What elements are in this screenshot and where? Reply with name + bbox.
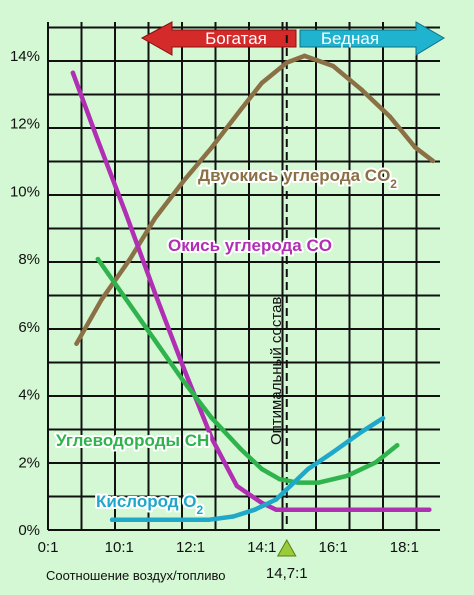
data-point bbox=[380, 416, 386, 421]
data-point bbox=[412, 145, 418, 150]
data-point bbox=[234, 483, 240, 489]
y-tick-label: 2% bbox=[18, 454, 40, 471]
data-point bbox=[316, 480, 322, 485]
data-point bbox=[238, 446, 243, 451]
x-tick-label: 14:1 bbox=[247, 539, 276, 556]
data-point bbox=[209, 436, 215, 441]
data-point bbox=[273, 507, 279, 512]
y-tick-label: 0% bbox=[18, 522, 40, 539]
data-point bbox=[152, 290, 158, 296]
data-point bbox=[181, 378, 186, 384]
data-point bbox=[74, 341, 79, 346]
grid bbox=[47, 22, 440, 531]
data-point bbox=[427, 507, 432, 512]
optimal-triangle bbox=[276, 538, 297, 557]
y-tick-label: 8% bbox=[18, 251, 40, 268]
series-labels: Двуокись углерода CO2 Окись углерода CO Уг… bbox=[54, 164, 399, 519]
y-tick-label: 10% bbox=[10, 183, 40, 200]
x-tick-label: 16:1 bbox=[318, 539, 347, 556]
data-point bbox=[284, 507, 289, 512]
data-point bbox=[181, 365, 186, 370]
data-point bbox=[330, 63, 336, 69]
y-tick-label: 14% bbox=[10, 48, 40, 65]
series-line-0 bbox=[74, 53, 436, 346]
x-tick-label: 12:1 bbox=[176, 539, 205, 556]
series-line-3 bbox=[109, 415, 386, 523]
data-point bbox=[359, 87, 364, 92]
data-point bbox=[209, 416, 215, 421]
data-point bbox=[231, 514, 236, 519]
series-label-3: Кислород O2 bbox=[96, 492, 204, 517]
data-point bbox=[70, 70, 76, 76]
optimal-line-label: Оптимальный состав bbox=[268, 297, 285, 445]
data-point bbox=[206, 517, 211, 523]
data-point bbox=[170, 517, 175, 523]
data-point bbox=[152, 338, 158, 343]
data-point bbox=[366, 507, 371, 512]
data-point bbox=[259, 80, 265, 86]
data-point bbox=[134, 517, 140, 523]
optimal-marker: 14,7:1 Оптимальный состав bbox=[266, 22, 308, 582]
data-point bbox=[152, 216, 158, 221]
data-point bbox=[209, 145, 215, 150]
axis-ticks: 0% 2% 4% 6% 8% 10% 12% 14% 0:1 10:1 12:1 14:1 16:1 18… bbox=[10, 48, 419, 556]
data-point bbox=[273, 497, 279, 502]
data-point bbox=[345, 473, 350, 479]
y-tick-label: 4% bbox=[18, 387, 40, 404]
x-axis-title: Соотношение воздух/топливо bbox=[46, 568, 226, 583]
data-point bbox=[330, 449, 336, 455]
lean-arrow bbox=[299, 21, 445, 56]
data-point bbox=[305, 507, 311, 512]
data-point bbox=[277, 477, 282, 482]
data-point bbox=[302, 53, 307, 59]
series-layer bbox=[70, 53, 436, 523]
data-point bbox=[127, 256, 133, 262]
x-tick-label: 0:1 bbox=[38, 539, 59, 556]
data-point bbox=[124, 297, 129, 302]
data-point bbox=[288, 483, 293, 489]
x-tick-label: 18:1 bbox=[390, 539, 419, 556]
data-point bbox=[402, 507, 407, 512]
data-point bbox=[95, 138, 101, 143]
data-point bbox=[99, 297, 104, 302]
y-tick-label: 6% bbox=[18, 319, 40, 336]
data-point bbox=[238, 107, 243, 113]
y-tick-label: 12% bbox=[10, 116, 40, 133]
data-point bbox=[387, 114, 393, 120]
data-point bbox=[259, 466, 265, 472]
series-label-1: Окись углерода CO bbox=[168, 236, 332, 255]
data-point bbox=[181, 178, 186, 184]
data-point bbox=[305, 466, 311, 472]
data-point bbox=[124, 212, 129, 218]
data-point bbox=[284, 60, 289, 65]
series-label-0: Двуокись углерода CO2 bbox=[198, 166, 397, 191]
data-point bbox=[109, 517, 115, 523]
mixture-arrows: Богатая Бедная bbox=[140, 21, 445, 56]
data-point bbox=[359, 429, 364, 434]
data-point bbox=[252, 507, 257, 512]
series-label-2: Углеводороды CH bbox=[56, 431, 209, 450]
data-point bbox=[430, 158, 436, 164]
lean-label: Бедная bbox=[321, 29, 379, 48]
data-point bbox=[330, 507, 336, 512]
data-point bbox=[373, 460, 379, 465]
rich-arrow bbox=[140, 21, 297, 56]
rich-label: Богатая bbox=[205, 29, 267, 48]
x-tick-label: 10:1 bbox=[105, 539, 134, 556]
optimal-ratio-label: 14,7:1 bbox=[266, 565, 308, 582]
data-point bbox=[395, 443, 400, 448]
data-point bbox=[95, 256, 101, 262]
